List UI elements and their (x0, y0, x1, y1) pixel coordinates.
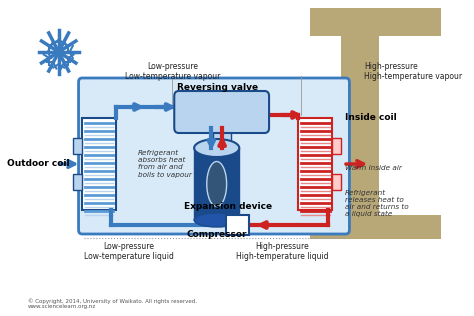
Text: Low-pressure
Low-temperature vapour: Low-pressure Low-temperature vapour (125, 62, 220, 82)
Ellipse shape (207, 161, 227, 206)
Bar (213, 128, 231, 148)
Bar (226, 215, 249, 235)
FancyBboxPatch shape (174, 91, 269, 133)
Text: Compressor: Compressor (186, 230, 247, 239)
Bar (82, 118, 116, 210)
Text: High-pressure
High-temperature vapour: High-pressure High-temperature vapour (364, 62, 462, 82)
Text: Low-pressure
Low-temperature liquid: Low-pressure Low-temperature liquid (84, 242, 174, 261)
Bar (310, 215, 441, 239)
Text: Expansion device: Expansion device (184, 202, 273, 211)
Bar (341, 8, 379, 233)
FancyBboxPatch shape (79, 78, 349, 234)
Text: Warm inside air: Warm inside air (345, 165, 402, 171)
Bar (73, 138, 82, 154)
Bar (73, 174, 82, 190)
Bar (332, 138, 341, 154)
Text: Reversing valve: Reversing valve (177, 83, 258, 92)
Text: Refrigerant
releases heat to
air and returns to
a liquid state: Refrigerant releases heat to air and ret… (345, 190, 409, 217)
Ellipse shape (194, 213, 239, 227)
Text: High-pressure
High-temperature liquid: High-pressure High-temperature liquid (236, 242, 329, 261)
Text: Inside coil: Inside coil (345, 113, 397, 123)
Ellipse shape (194, 139, 239, 157)
Bar (332, 174, 341, 190)
Bar (310, 8, 441, 36)
Text: Outdoor coil: Outdoor coil (7, 160, 70, 168)
Text: Refrigerant
absorbs heat
from air and
boils to vapour: Refrigerant absorbs heat from air and bo… (138, 150, 192, 178)
Bar (298, 118, 332, 210)
Bar (194, 148, 239, 220)
Text: © Copyright, 2014, University of Waikato. All rights reserved.
www.sciencelearn.: © Copyright, 2014, University of Waikato… (28, 298, 197, 309)
